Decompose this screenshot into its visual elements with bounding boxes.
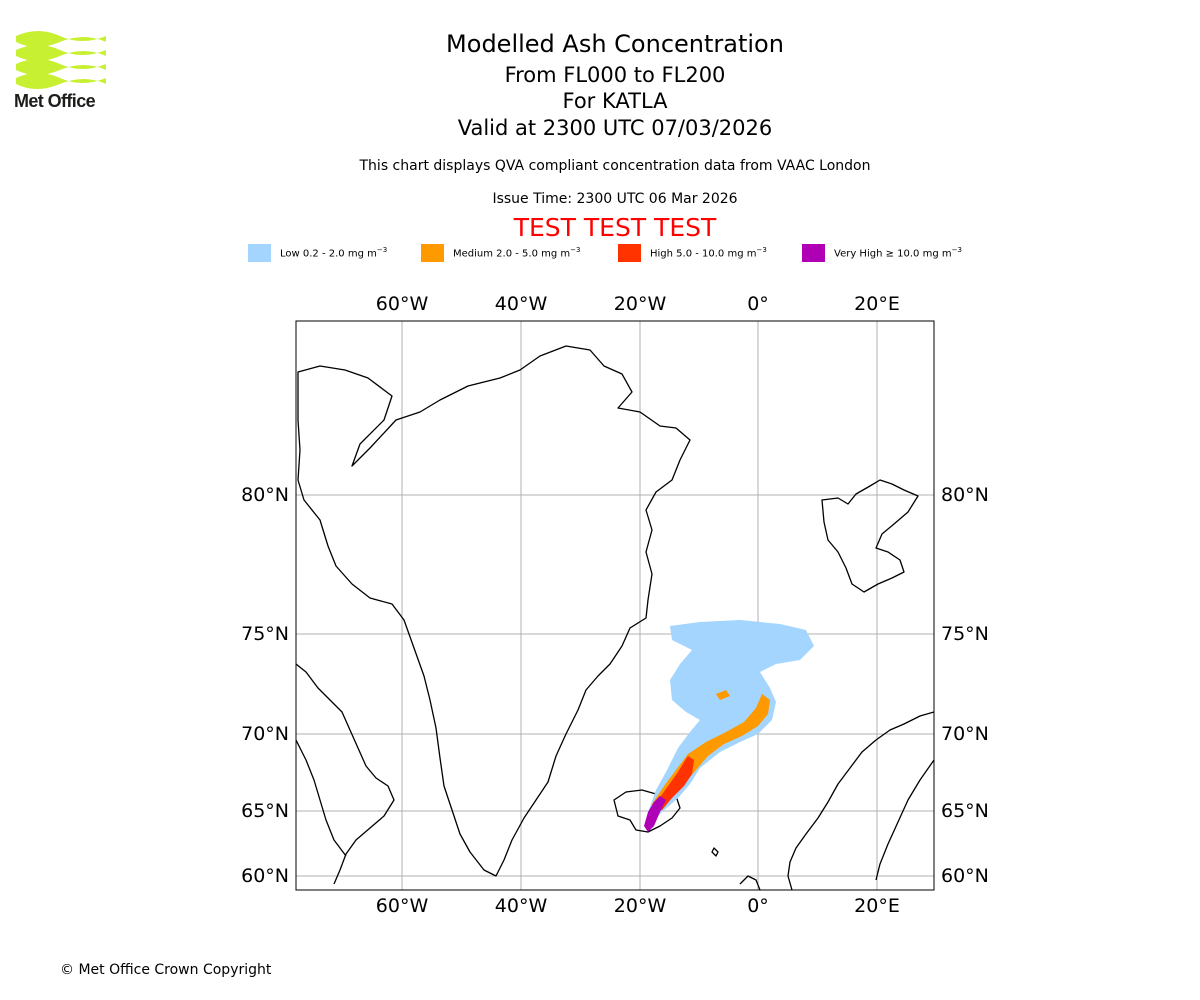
greenland-coast: [297, 345, 691, 877]
logo-text: Met Office: [14, 91, 96, 111]
copyright: © Met Office Crown Copyright: [60, 962, 272, 978]
lat-label-right-80n: 80°N: [941, 484, 989, 506]
met-office-logo-icon: [16, 31, 106, 89]
scotland-coast: [739, 875, 761, 890]
volcano-name: For KATLA: [562, 89, 668, 113]
legend-swatch-low: [248, 244, 271, 262]
faroe-islands-coast: [711, 847, 719, 857]
level-range: From FL000 to FL200: [504, 63, 726, 87]
lat-label-left-70n: 70°N: [241, 723, 289, 745]
lat-label-left-65n: 65°N: [241, 800, 289, 822]
ash-medium-spot: [716, 690, 730, 700]
legend-swatch-medium: [421, 244, 444, 262]
legend-item-very-high: Very High ≥ 10.0 mg m−3: [802, 244, 962, 262]
lon-label-bottom-20e: 20°E: [854, 895, 900, 917]
ash-very-high: [644, 796, 666, 832]
lon-label-top-60w: 60°W: [376, 293, 429, 315]
legend-item-medium: Medium 2.0 - 5.0 mg m−3: [421, 244, 580, 262]
lat-label-left-75n: 75°N: [241, 623, 289, 645]
lon-label-top-20e: 20°E: [854, 293, 900, 315]
graticule: [296, 321, 934, 890]
lat-label-right-70n: 70°N: [941, 723, 989, 745]
map-frame: [295, 320, 935, 891]
iceland-coast: [613, 789, 681, 833]
ash-high: [656, 756, 694, 812]
baffin-coast: [296, 663, 395, 885]
legend-item-high: High 5.0 - 10.0 mg m−3: [618, 244, 767, 262]
lon-label-bottom-0: 0°: [747, 895, 769, 917]
lon-label-bottom-40w: 40°W: [495, 895, 548, 917]
legend-label-high: High 5.0 - 10.0 mg m: [650, 248, 757, 260]
lon-label-bottom-60w: 60°W: [376, 895, 429, 917]
test-banner: TEST TEST TEST: [513, 213, 717, 242]
chart-title: Modelled Ash Concentration: [446, 30, 784, 58]
lat-label-right-65n: 65°N: [941, 800, 989, 822]
lat-label-right-75n: 75°N: [941, 623, 989, 645]
issue-time: Issue Time: 2300 UTC 06 Mar 2026: [492, 191, 738, 207]
scandinavia-coast: [787, 711, 934, 890]
coastlines: [296, 345, 934, 890]
lon-label-top-0: 0°: [747, 293, 769, 315]
legend-swatch-high: [618, 244, 641, 262]
legend-swatch-very-high: [802, 244, 825, 262]
lon-label-bottom-20w: 20°W: [614, 895, 667, 917]
legend: Low 0.2 - 2.0 mg m−3 Medium 2.0 - 5.0 mg…: [0, 244, 1200, 264]
legend-label-very-high: Very High ≥ 10.0 mg m: [834, 248, 952, 260]
lat-label-left-80n: 80°N: [241, 484, 289, 506]
lat-label-left-60n: 60°N: [241, 865, 289, 887]
lat-label-right-60n: 60°N: [941, 865, 989, 887]
valid-time: Valid at 2300 UTC 07/03/2026: [457, 116, 773, 140]
lon-label-top-40w: 40°W: [495, 293, 548, 315]
legend-label-low: Low 0.2 - 2.0 mg m: [280, 248, 377, 260]
chart-description: This chart displays QVA compliant concen…: [359, 158, 871, 174]
legend-label-medium: Medium 2.0 - 5.0 mg m: [453, 248, 571, 260]
lon-label-top-20w: 20°W: [614, 293, 667, 315]
legend-item-low: Low 0.2 - 2.0 mg m−3: [248, 244, 387, 262]
svalbard-coast: [821, 479, 919, 593]
